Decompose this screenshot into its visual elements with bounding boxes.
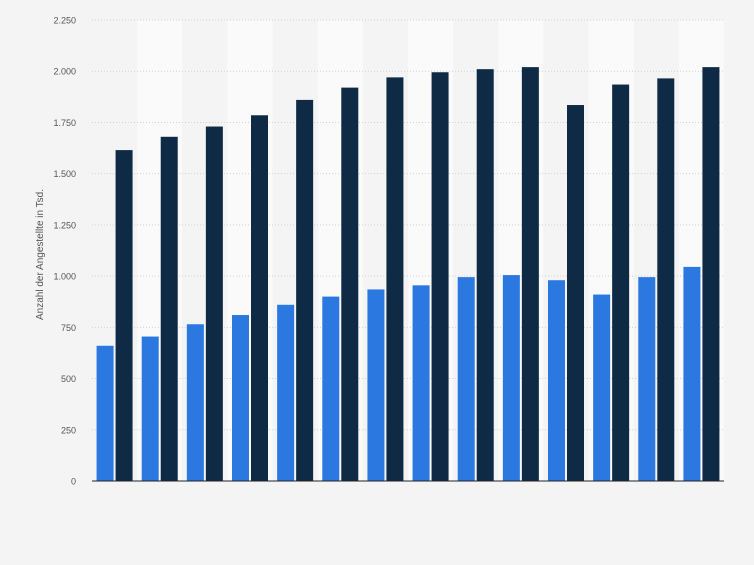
y-tick-label: 2.000 <box>53 67 76 77</box>
bar-series-1[interactable] <box>638 277 656 481</box>
bar-series-2[interactable] <box>521 67 539 481</box>
bar-series-1[interactable] <box>367 289 385 481</box>
y-axis-label: Anzahl der Angestellte in Tsd. <box>35 189 46 320</box>
bars <box>96 67 720 482</box>
y-tick-label: 500 <box>61 374 76 384</box>
bar-series-1[interactable] <box>186 324 204 481</box>
bar-series-2[interactable] <box>115 150 133 482</box>
y-tick-label: 1.500 <box>53 169 76 179</box>
bar-series-2[interactable] <box>251 115 268 482</box>
y-axis-tick-labels: 0 250 500 750 1.000 1.250 1.500 1.750 2.000 2.250 <box>53 16 76 487</box>
bar-series-2[interactable] <box>476 69 494 481</box>
bar-series-1[interactable] <box>96 345 114 481</box>
bar-series-2[interactable] <box>657 78 675 481</box>
bar-series-2[interactable] <box>702 67 720 481</box>
y-tick-label: 750 <box>61 323 76 333</box>
bar-series-2[interactable] <box>160 136 178 481</box>
bar-series-2[interactable] <box>386 77 404 481</box>
bar-series-2[interactable] <box>205 126 223 481</box>
bar-series-2[interactable] <box>567 105 584 481</box>
bar-series-2[interactable] <box>296 99 314 481</box>
bar-series-1[interactable] <box>502 275 520 481</box>
bar-series-1[interactable] <box>277 304 295 481</box>
bar-series-2[interactable] <box>341 87 359 481</box>
bar-series-2[interactable] <box>431 72 449 481</box>
bar-series-1[interactable] <box>141 336 159 481</box>
bar-series-1[interactable] <box>593 294 611 481</box>
bar-series-1[interactable] <box>683 266 701 481</box>
y-tick-label: 1.750 <box>53 118 76 128</box>
y-tick-label: 1.250 <box>53 220 76 230</box>
bar-series-2[interactable] <box>612 84 630 481</box>
bar-series-1[interactable] <box>548 280 565 481</box>
plot-background-bands <box>92 20 724 481</box>
y-tick-label: 250 <box>61 425 76 435</box>
y-tick-label: 2.250 <box>53 16 76 26</box>
bar-series-1[interactable] <box>232 315 249 481</box>
bar-series-1[interactable] <box>457 277 475 481</box>
y-tick-label: 1.000 <box>53 272 76 282</box>
y-tick-label: 0 <box>71 477 76 487</box>
bar-series-1[interactable] <box>412 285 430 481</box>
bar-series-1[interactable] <box>322 296 340 481</box>
